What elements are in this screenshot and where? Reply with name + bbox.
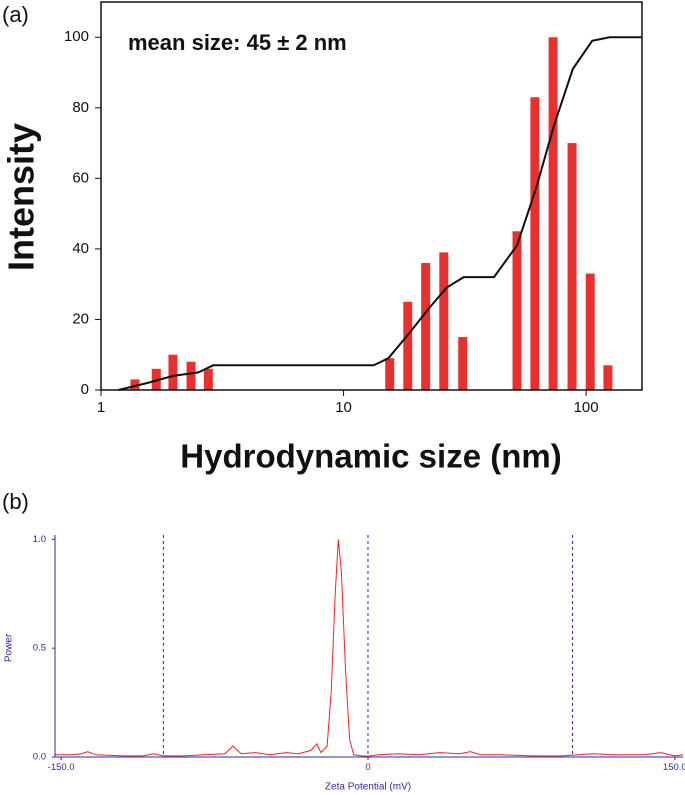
y-tick-label: 40 [72,240,89,257]
x-tick-label: 100 [574,399,599,416]
y-axis-title: Power [4,633,15,662]
bar [130,379,140,390]
y-tick-label: 0.0 [33,752,46,763]
bar [186,361,196,390]
bar [567,143,577,390]
y-axis-title: Intensity [1,123,42,271]
x-tick-label: 0 [365,762,370,773]
x-tick-label: 1 [97,399,105,416]
y-tick-label: 0 [81,381,89,398]
y-tick-label: 0.5 [33,643,46,654]
panel-label: (b) [2,489,29,514]
bar [585,273,595,390]
x-axis-title: Hydrodynamic size (nm) [180,438,561,475]
x-tick-label: 10 [335,399,352,416]
x-tick-label: -150.0 [48,762,75,773]
bar [439,252,449,390]
x-axis-title: Zeta Potential (mV) [325,782,411,793]
y-tick-label: 80 [72,99,89,116]
bar [603,365,613,390]
line [55,539,684,757]
line [118,36,642,391]
plot-frame [100,1,643,391]
y-tick-label: 20 [72,310,89,327]
y-tick-label: 100 [64,28,89,45]
bar [403,301,413,390]
bar [512,231,522,390]
bar [548,37,558,390]
bar [168,354,178,390]
bar [385,358,395,390]
x-tick-label: 150.0 [663,762,685,773]
y-tick-label: 60 [72,169,89,186]
y-tick-label: 1.0 [33,534,46,545]
bar [151,368,161,390]
bar [530,97,540,391]
bar [203,368,213,390]
bar [458,337,468,390]
bar [421,263,431,390]
panel-label: (a) [2,2,29,27]
annotation: mean size: 45 ± 2 nm [128,30,347,55]
